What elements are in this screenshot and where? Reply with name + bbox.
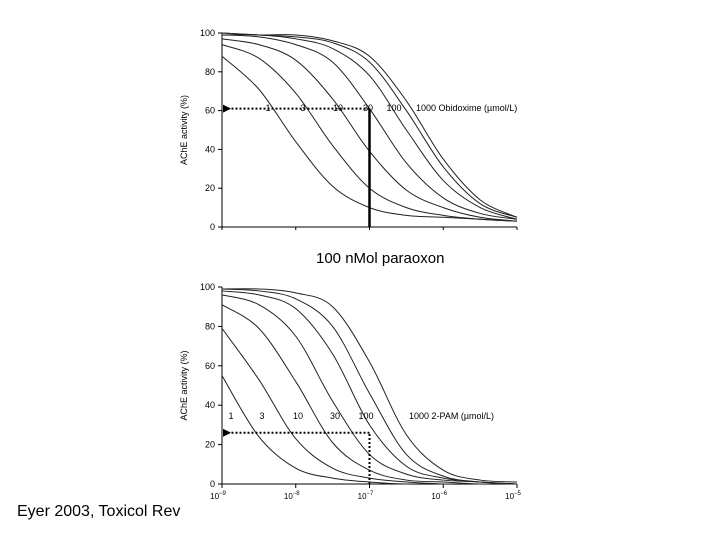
- x-tick-label: 10−9: [210, 491, 226, 501]
- series-label-10: 10: [293, 411, 303, 421]
- y-tick-label: 0: [210, 222, 215, 232]
- series-line-3: [221, 328, 517, 485]
- series-label-100: 100: [386, 103, 401, 113]
- x-tick-label: 10−6: [431, 491, 447, 501]
- series-label-3: 3: [300, 103, 305, 113]
- y-axis-title: AChE activity (%): [179, 350, 189, 420]
- y-tick-label: 80: [205, 321, 215, 331]
- series-line-300: [221, 32, 518, 218]
- citation-text: Eyer 2003, Toxicol Rev: [17, 503, 181, 520]
- series-label-30: 30: [330, 411, 340, 421]
- y-tick-label: 40: [205, 144, 215, 154]
- y-tick-label: 100: [200, 282, 215, 292]
- figure-caption: 100 nMol paraoxon: [316, 250, 445, 267]
- series-label-10: 10: [333, 103, 343, 113]
- y-tick-label: 20: [205, 183, 215, 193]
- y-tick-label: 60: [205, 361, 215, 371]
- x-tick-label: 10−8: [284, 491, 300, 501]
- x-tick-label: 10−5: [505, 491, 521, 501]
- x-tick-label: 10−7: [358, 491, 374, 501]
- y-tick-label: 100: [200, 28, 215, 38]
- y-tick-label: 40: [205, 400, 215, 410]
- y-axis-title: AChE activity (%): [179, 95, 189, 165]
- series-label-100: 100: [358, 411, 373, 421]
- series-legend-label: 1000 Obidoxime (µmol/L): [416, 103, 517, 113]
- series-line-1000: [221, 32, 518, 218]
- series-label-1: 1: [228, 411, 233, 421]
- y-tick-label: 60: [205, 106, 215, 116]
- series-line-300: [221, 288, 518, 485]
- series-line-1000: [221, 288, 518, 483]
- y-tick-label: 80: [205, 67, 215, 77]
- series-legend-label: 1000 2-PAM (µmol/L): [409, 411, 494, 421]
- series-line-10: [221, 304, 518, 485]
- series-label-3: 3: [259, 411, 264, 421]
- y-tick-label: 0: [210, 479, 215, 489]
- y-tick-label: 20: [205, 440, 215, 450]
- chart-panel-2pam: 0 20 40 60 80 100 AChE activity (%) 10−9 10−8 10−…: [179, 282, 522, 501]
